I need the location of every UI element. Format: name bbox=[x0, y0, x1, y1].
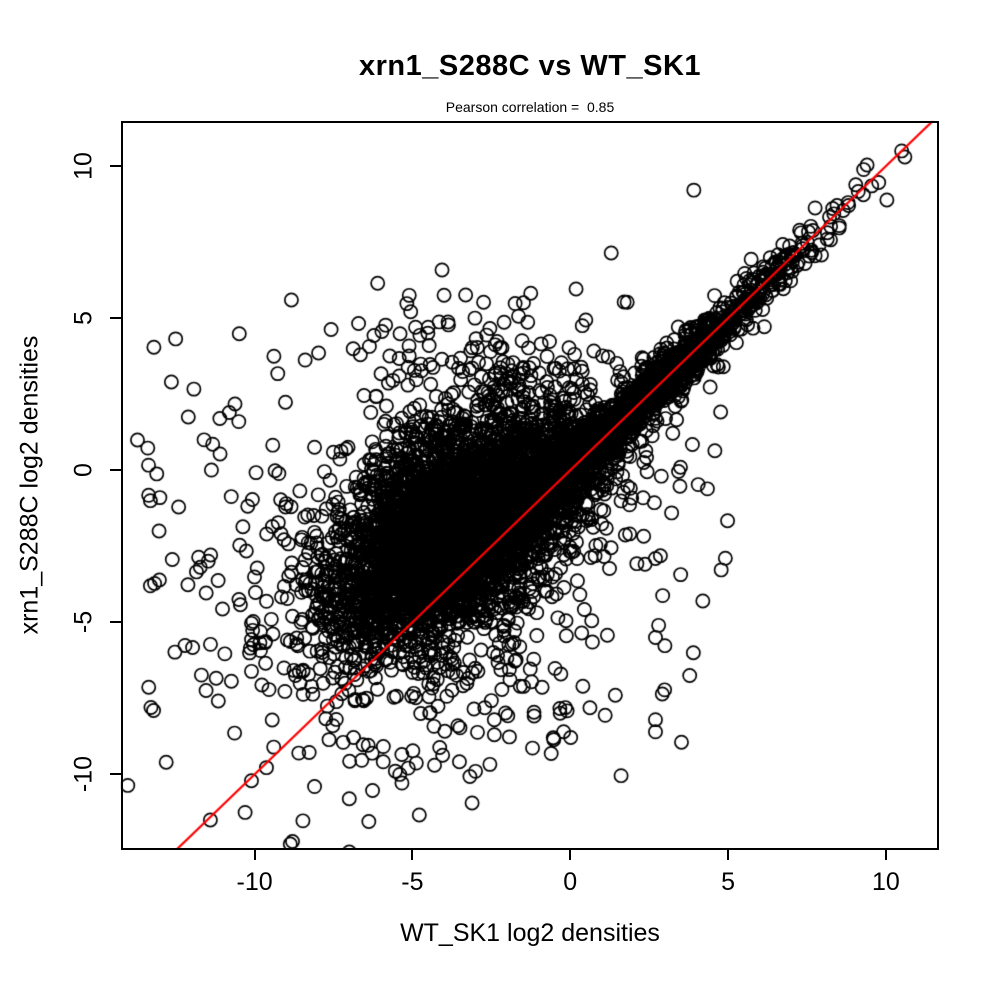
plot-box bbox=[121, 121, 939, 850]
y-tick-label: -10 bbox=[69, 756, 98, 793]
y-tick-label: 0 bbox=[69, 463, 98, 478]
x-axis-label: WT_SK1 log2 densities bbox=[400, 919, 660, 947]
x-tick-mark bbox=[411, 849, 414, 860]
x-tick-label: 10 bbox=[872, 868, 900, 896]
y-tick-label: 5 bbox=[69, 311, 98, 326]
pearson-correlation-subtitle: Pearson correlation = 0.85 bbox=[445, 99, 615, 115]
y-tick-mark bbox=[110, 621, 121, 624]
x-tick-mark bbox=[253, 849, 256, 860]
chart-title: xrn1_S288C vs WT_SK1 bbox=[358, 50, 702, 82]
x-tick-label: 0 bbox=[563, 868, 578, 896]
y-tick-label: -5 bbox=[69, 611, 98, 634]
y-axis-label: xrn1_S288C log2 densities bbox=[15, 335, 44, 635]
x-tick-mark bbox=[727, 849, 730, 860]
y-tick-mark bbox=[110, 469, 121, 472]
x-tick-mark bbox=[569, 849, 572, 860]
y-tick-mark bbox=[110, 317, 121, 320]
x-tick-label: 5 bbox=[721, 868, 736, 896]
x-tick-label: -5 bbox=[401, 868, 424, 896]
x-tick-mark bbox=[884, 849, 887, 860]
y-tick-mark bbox=[110, 165, 121, 168]
x-tick-label: -10 bbox=[236, 868, 273, 896]
y-tick-label: 10 bbox=[69, 152, 98, 180]
y-tick-mark bbox=[110, 773, 121, 776]
